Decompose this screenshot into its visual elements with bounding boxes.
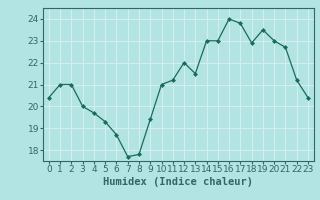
X-axis label: Humidex (Indice chaleur): Humidex (Indice chaleur) <box>103 177 253 187</box>
